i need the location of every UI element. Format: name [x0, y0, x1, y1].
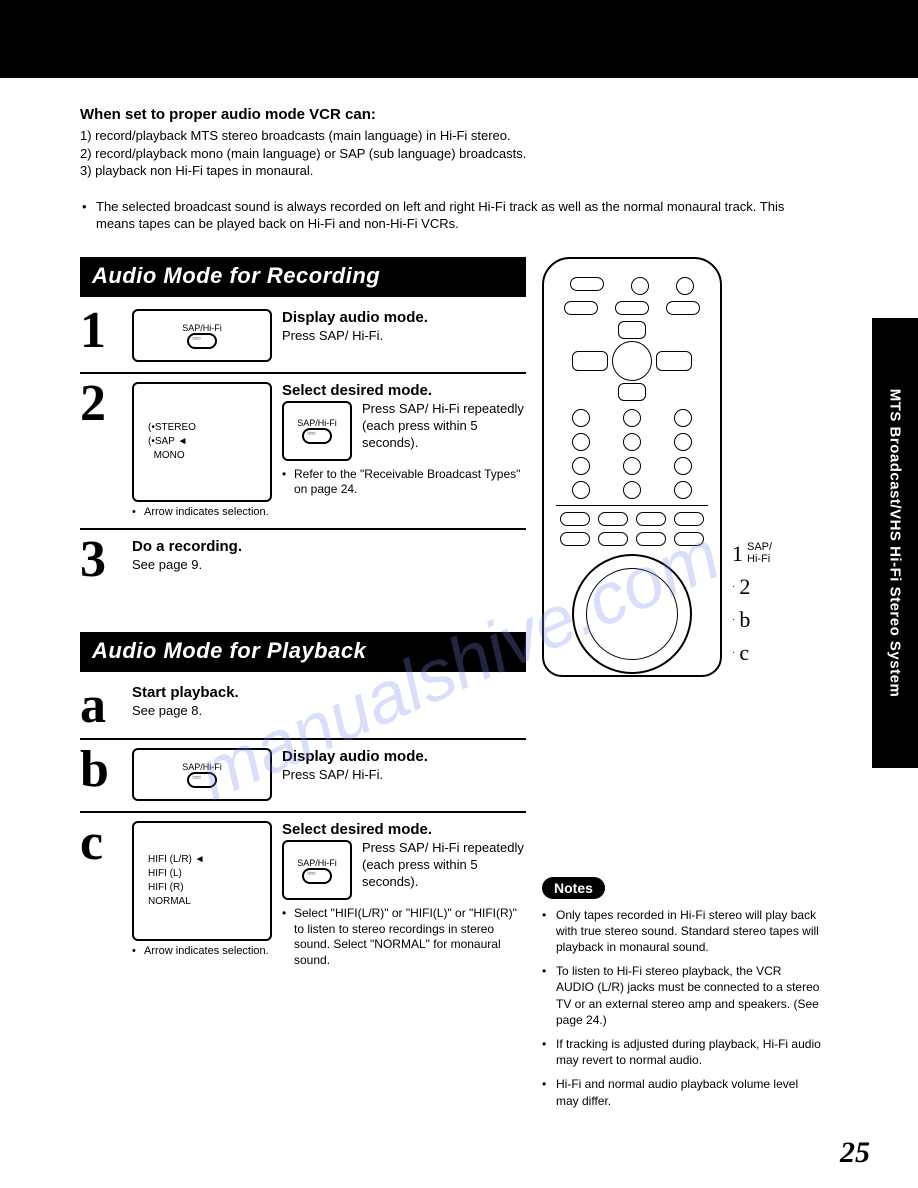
- mode-option: (•STEREO: [148, 421, 196, 435]
- recording-step-3: 3 Do a recording. See page 9.: [80, 528, 526, 582]
- notes-item: Hi-Fi and normal audio playback volume l…: [542, 1076, 822, 1108]
- sap-hifi-icon: SAP/Hi-Fi: [297, 418, 337, 447]
- step-title: Display audio mode.: [282, 309, 526, 326]
- sap-button-box: SAP/Hi-Fi: [282, 840, 352, 900]
- step-number: 1: [80, 309, 124, 362]
- mode-option: MONO: [148, 449, 196, 463]
- remote-btn: [636, 512, 666, 526]
- remote-btn: [564, 301, 598, 315]
- remote-btn: [598, 532, 628, 546]
- step-number: 2: [80, 382, 124, 518]
- intro-item: 1) record/playback MTS stereo broadcasts…: [80, 127, 870, 145]
- selection-caption: Arrow indicates selection.: [132, 945, 272, 957]
- remote-num-btn: [674, 433, 692, 451]
- notes-section: Notes Only tapes recorded in Hi-Fi stere…: [542, 877, 822, 1117]
- sap-hifi-icon: SAP/Hi-Fi: [182, 323, 222, 352]
- notes-list: Only tapes recorded in Hi-Fi stereo will…: [542, 907, 822, 1109]
- step-desc: Press SAP/ Hi-Fi.: [282, 328, 526, 345]
- remote-illustration: [542, 257, 722, 677]
- intro-list: 1) record/playback MTS stereo broadcasts…: [80, 127, 870, 180]
- step-desc: Press SAP/ Hi-Fi.: [282, 767, 526, 784]
- page-number: 25: [840, 1136, 870, 1170]
- remote-dpad: [572, 321, 692, 401]
- remote-num-btn: [674, 457, 692, 475]
- remote-num-btn: [623, 409, 641, 427]
- right-column: 1SAP/ Hi-Fi ·2 ·b ·c Notes Only tapes re…: [542, 257, 870, 979]
- remote-btn: [636, 532, 666, 546]
- notes-badge: Notes: [542, 877, 605, 899]
- remote-num-btn: [623, 481, 641, 499]
- remote-btn: [598, 512, 628, 526]
- step-title: Select desired mode.: [282, 382, 526, 399]
- mode-option: HIFI (R): [148, 881, 205, 895]
- step-title: Display audio mode.: [282, 748, 526, 765]
- notes-item: To listen to Hi-Fi stereo playback, the …: [542, 963, 822, 1028]
- step-number: a: [80, 684, 124, 728]
- remote-num-btn: [623, 457, 641, 475]
- mode-option: HIFI (L): [148, 867, 205, 881]
- mode-option-selected: (•SAP: [148, 435, 196, 449]
- remote-num-btn: [623, 433, 641, 451]
- step-title: Do a recording.: [132, 538, 526, 555]
- step-desc: See page 9.: [132, 557, 526, 574]
- remote-btn: [674, 532, 704, 546]
- remote-btn: [570, 277, 604, 291]
- notes-item: Only tapes recorded in Hi-Fi stereo will…: [542, 907, 822, 956]
- mode-option-selected: HIFI (L/R): [148, 853, 205, 867]
- playback-step-c: c HIFI (L/R) HIFI (L) HIFI (R) NORMAL: [80, 811, 526, 968]
- selection-caption: Arrow indicates selection.: [132, 506, 272, 518]
- display-box: SAP/Hi-Fi: [132, 309, 272, 362]
- remote-num-btn: [572, 433, 590, 451]
- remote-btn: [676, 277, 694, 295]
- mode-display-box: HIFI (L/R) HIFI (L) HIFI (R) NORMAL: [132, 821, 272, 941]
- step-number: b: [80, 748, 124, 801]
- sap-hifi-icon: SAP/Hi-Fi: [297, 858, 337, 887]
- recording-header: Audio Mode for Recording: [80, 257, 526, 297]
- remote-callouts: 1SAP/ Hi-Fi ·2 ·b ·c: [732, 537, 772, 669]
- remote-sap-btn: [560, 532, 590, 546]
- remote-jog-wheel: [572, 554, 692, 674]
- step-number: 3: [80, 538, 124, 582]
- mode-list: HIFI (L/R) HIFI (L) HIFI (R) NORMAL: [148, 853, 205, 909]
- intro-note: The selected broadcast sound is always r…: [80, 198, 820, 233]
- remote-btn: [631, 277, 649, 295]
- left-column: Audio Mode for Recording 1 SAP/Hi-Fi Dis…: [80, 257, 526, 979]
- sap-hifi-icon: SAP/Hi-Fi: [182, 762, 222, 791]
- step-number: c: [80, 821, 124, 968]
- step-desc: See page 8.: [132, 703, 526, 720]
- top-black-bar: [0, 0, 918, 78]
- playback-step-a: a Start playback. See page 8.: [80, 684, 526, 728]
- notes-item: If tracking is adjusted during playback,…: [542, 1036, 822, 1068]
- intro-item: 3) playback non Hi-Fi tapes in monaural.: [80, 162, 870, 180]
- remote-num-btn: [572, 457, 590, 475]
- step-ref: Refer to the "Receivable Broadcast Types…: [282, 467, 526, 498]
- intro-item: 2) record/playback mono (main language) …: [80, 145, 870, 163]
- step-title: Start playback.: [132, 684, 526, 701]
- step-ref: Select "HIFI(L/R)" or "HIFI(L)" or "HIFI…: [282, 906, 526, 968]
- mode-display-box: (•STEREO (•SAP MONO: [132, 382, 272, 502]
- intro-title: When set to proper audio mode VCR can:: [80, 106, 870, 123]
- step-desc: Press SAP/ Hi-Fi repeatedly (each press …: [362, 840, 526, 891]
- callout-sap: SAP/ Hi-Fi: [747, 541, 772, 565]
- recording-step-1: 1 SAP/Hi-Fi Display audio mode. Press SA…: [80, 309, 526, 362]
- remote-btn: [615, 301, 649, 315]
- recording-step-2: 2 (•STEREO (•SAP MONO Arrow indic: [80, 372, 526, 518]
- step-title: Select desired mode.: [282, 821, 526, 838]
- remote-btn: [674, 512, 704, 526]
- remote-num-btn: [572, 409, 590, 427]
- remote-btn: [674, 481, 692, 499]
- display-box: SAP/Hi-Fi: [132, 748, 272, 801]
- mode-option: NORMAL: [148, 895, 205, 909]
- sap-button-box: SAP/Hi-Fi: [282, 401, 352, 461]
- remote-btn: [666, 301, 700, 315]
- page-content: When set to proper audio mode VCR can: 1…: [0, 78, 918, 978]
- remote-btn: [572, 481, 590, 499]
- playback-header: Audio Mode for Playback: [80, 632, 526, 672]
- remote-btn: [560, 512, 590, 526]
- playback-step-b: b SAP/Hi-Fi Display audio mode. Press SA…: [80, 738, 526, 801]
- remote-num-btn: [674, 409, 692, 427]
- step-desc: Press SAP/ Hi-Fi repeatedly (each press …: [362, 401, 526, 452]
- mode-list: (•STEREO (•SAP MONO: [148, 421, 196, 463]
